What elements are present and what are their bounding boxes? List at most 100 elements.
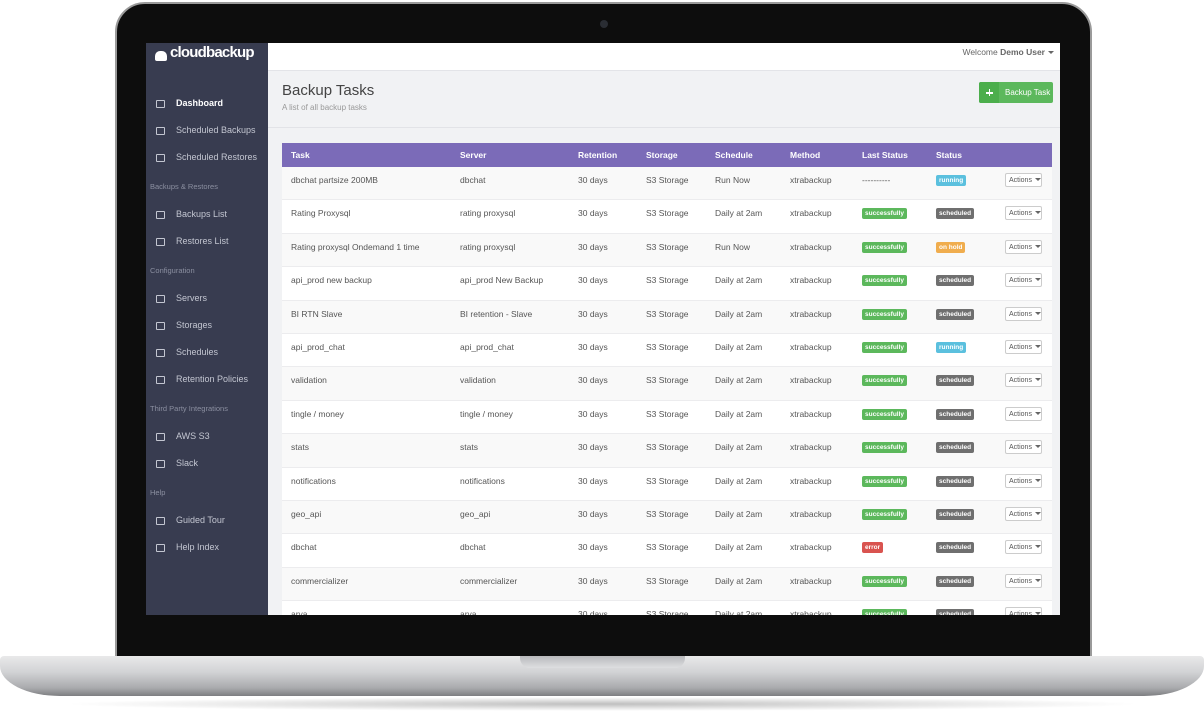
sidebar: Dashboard Scheduled Backups Scheduled Rest… bbox=[146, 43, 268, 615]
cell: 30 days bbox=[578, 275, 608, 286]
caret bbox=[1034, 178, 1041, 181]
nav-item[interactable]: Scheduled Backups bbox=[146, 117, 268, 144]
cell: xtrabackup bbox=[790, 308, 832, 319]
actions-label: Actions bbox=[1009, 377, 1032, 385]
cell: Daily at 2am bbox=[715, 609, 763, 615]
cell: Run Now bbox=[715, 241, 750, 252]
caret bbox=[1034, 445, 1041, 449]
cell: stats bbox=[460, 442, 478, 453]
laptop-notch bbox=[520, 656, 685, 668]
nav-label: Retention Policies bbox=[176, 374, 249, 384]
actions-label: Actions bbox=[1009, 310, 1032, 318]
actions-button[interactable]: Actions bbox=[1005, 306, 1042, 321]
nav-icon bbox=[156, 154, 165, 162]
actions-button[interactable]: Actions bbox=[1005, 340, 1042, 354]
nav-item[interactable]: Help Index bbox=[146, 534, 268, 561]
actions-button[interactable]: Actions bbox=[1005, 507, 1042, 521]
actions-label: Actions bbox=[1009, 577, 1032, 585]
table-row: api_prod new backup api_prod New Backup 30… bbox=[282, 267, 1052, 301]
nav-label: Restores List bbox=[176, 236, 229, 246]
nav-label: Schedules bbox=[176, 347, 219, 357]
actions-button[interactable]: Actions bbox=[1005, 540, 1042, 555]
nav-icon bbox=[156, 349, 165, 357]
cell: api_prod_chat bbox=[460, 342, 514, 352]
status-badge: successfully bbox=[862, 375, 908, 387]
nav-icon bbox=[156, 544, 165, 552]
nav-icon bbox=[156, 517, 165, 525]
actions-button[interactable]: Actions bbox=[1005, 273, 1042, 288]
user-menu[interactable]: Welcome Demo User bbox=[962, 43, 1054, 62]
status-badge: successfully bbox=[862, 208, 908, 220]
nav-label: Storages bbox=[176, 320, 213, 330]
cell: Daily at 2am bbox=[715, 509, 763, 519]
nav-label: Dashboard bbox=[176, 98, 224, 108]
actions-button[interactable]: Actions bbox=[1005, 573, 1042, 588]
cell: BI RTN Slave bbox=[291, 308, 343, 319]
actions-button[interactable]: Actions bbox=[1005, 206, 1042, 221]
logo[interactable]: cloudbackup bbox=[155, 44, 255, 61]
cell: Daily at 2am bbox=[715, 208, 763, 219]
actions-button[interactable]: Actions bbox=[1005, 473, 1042, 488]
cell: 30 days bbox=[578, 609, 608, 615]
cell: commercializer bbox=[291, 575, 349, 586]
actions-label: Actions bbox=[1009, 210, 1032, 218]
cell: dbchat bbox=[460, 542, 486, 553]
cell: notifications bbox=[291, 475, 336, 486]
nav-item[interactable]: Servers bbox=[146, 285, 268, 312]
status-badge: successfully bbox=[862, 509, 908, 520]
nav-label: Scheduled Backups bbox=[176, 125, 256, 135]
cell: tingle / money bbox=[460, 408, 513, 419]
nav-icon bbox=[156, 322, 165, 330]
cell: 30 days bbox=[578, 175, 608, 185]
table-row: BI RTN Slave BI retention - Slave 30 days S… bbox=[282, 300, 1052, 334]
caret bbox=[1034, 411, 1041, 415]
nav-item[interactable]: Restores List bbox=[146, 228, 268, 255]
column-header: Last Status bbox=[862, 150, 908, 160]
cell: rating proxysql bbox=[460, 208, 516, 219]
add-task-button[interactable]: Backup Task bbox=[979, 82, 1053, 103]
actions-button[interactable]: Actions bbox=[1005, 406, 1042, 421]
table-row: stats stats 30 days S3 Storage Daily at 2am x… bbox=[282, 434, 1052, 468]
nav-item[interactable]: Scheduled Restores bbox=[146, 144, 268, 171]
status-badge: successfully bbox=[862, 241, 908, 253]
cell: Daily at 2am bbox=[715, 542, 763, 553]
nav-item[interactable]: Retention Policies bbox=[146, 366, 268, 393]
nav-item[interactable]: AWS S3 bbox=[146, 423, 268, 450]
cell: ---------- bbox=[862, 175, 891, 185]
cell: xtrabackup bbox=[790, 375, 832, 386]
cell: S3 Storage bbox=[646, 275, 689, 286]
page-subtitle: A list of all backup tasks bbox=[282, 103, 367, 112]
cell: stats bbox=[291, 442, 309, 453]
nav-item[interactable]: Storages bbox=[146, 312, 268, 339]
nav-item[interactable]: Backups List bbox=[146, 201, 268, 228]
nav-section-title: Configuration bbox=[150, 266, 195, 275]
cell: Rating Proxysql bbox=[291, 208, 351, 219]
nav-label: Slack bbox=[176, 458, 199, 468]
status-badge: scheduled bbox=[936, 308, 975, 320]
status-badge: scheduled bbox=[936, 509, 975, 520]
actions-label: Actions bbox=[1009, 410, 1032, 418]
table-row: notifications notifications 30 days S3 Stor… bbox=[282, 467, 1052, 501]
nav-icon bbox=[156, 295, 165, 303]
actions-label: Actions bbox=[1009, 344, 1032, 351]
status-badge: successfully bbox=[862, 408, 908, 420]
status-badge: successfully bbox=[862, 609, 908, 615]
nav-item[interactable]: Slack bbox=[146, 450, 268, 477]
actions-label: Actions bbox=[1009, 544, 1032, 552]
status-badge: successfully bbox=[862, 275, 908, 287]
logo-text: cloudbackup bbox=[170, 44, 255, 61]
caret bbox=[1034, 244, 1041, 248]
actions-button[interactable]: Actions bbox=[1005, 239, 1042, 254]
actions-button[interactable]: Actions bbox=[1005, 373, 1042, 388]
nav-item[interactable]: Dashboard bbox=[146, 90, 268, 117]
cell: geo_api bbox=[291, 509, 322, 519]
status-badge: scheduled bbox=[936, 442, 975, 454]
actions-label: Actions bbox=[1009, 277, 1032, 285]
nav-item[interactable]: Guided Tour bbox=[146, 507, 268, 534]
actions-button[interactable]: Actions bbox=[1005, 173, 1042, 187]
cell: Daily at 2am bbox=[715, 575, 763, 586]
nav-item[interactable]: Schedules bbox=[146, 339, 268, 366]
actions-button[interactable]: Actions bbox=[1005, 607, 1042, 615]
actions-label: Actions bbox=[1009, 243, 1032, 251]
actions-button[interactable]: Actions bbox=[1005, 440, 1042, 455]
